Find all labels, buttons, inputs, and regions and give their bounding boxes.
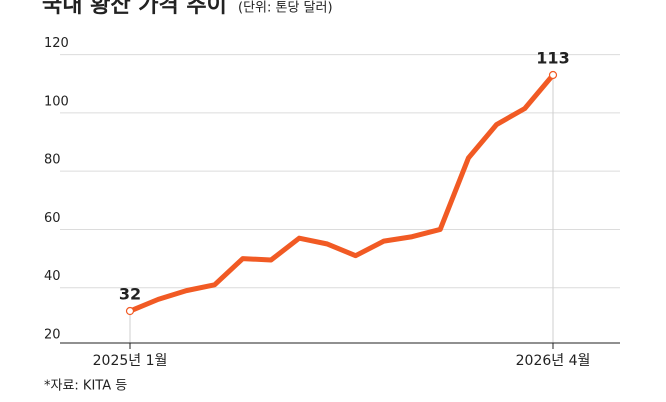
y-tick-label: 20 <box>44 328 61 343</box>
y-tick-label: 40 <box>44 269 61 284</box>
y-tick-label: 100 <box>44 94 69 109</box>
y-tick-label: 60 <box>44 211 61 226</box>
y-tick-label: 80 <box>44 153 61 168</box>
point-marker <box>125 306 135 316</box>
source-note: *자료: KITA 등 <box>44 379 127 394</box>
chart-subtitle: (단위: 톤당 달러) <box>238 1 333 16</box>
point-marker <box>548 70 558 80</box>
data-line <box>127 72 556 314</box>
x-tick-label: 2026년 4월 <box>516 353 591 369</box>
chart-title: 국내 황산 가격 추이 <box>42 0 227 18</box>
y-tick-label: 120 <box>44 36 69 51</box>
data-label: 113 <box>536 48 569 67</box>
x-tick-label: 2025년 1월 <box>93 353 168 369</box>
data-label: 32 <box>119 285 141 304</box>
